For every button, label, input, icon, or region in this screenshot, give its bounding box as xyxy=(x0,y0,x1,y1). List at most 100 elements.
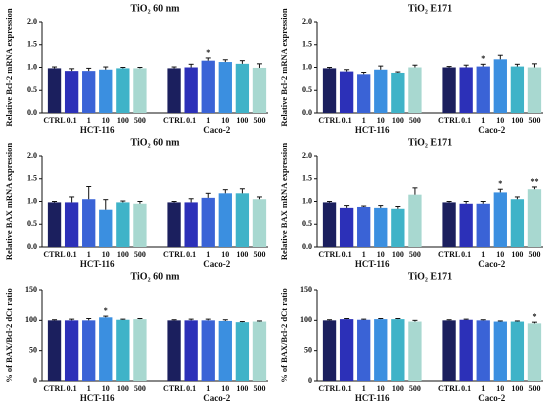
x-tick-label: 0.1 xyxy=(186,250,196,259)
y-tick-label: 1.0 xyxy=(302,196,312,205)
y-tick-label: 0.5 xyxy=(27,219,37,228)
x-tick-label: CTRL xyxy=(438,250,460,259)
y-tick-label: 50 xyxy=(304,345,312,354)
panel-title: TiO₂ E171 xyxy=(408,271,452,282)
x-tick-label: CTRL xyxy=(438,116,460,125)
x-tick-label: 1 xyxy=(362,384,366,393)
x-tick-label: 500 xyxy=(253,384,265,393)
x-tick-label: 500 xyxy=(134,384,146,393)
bar xyxy=(116,68,130,113)
significance: * xyxy=(498,179,502,188)
x-tick-label: 10 xyxy=(377,250,385,259)
x-tick-label: CTRL xyxy=(43,384,65,393)
bar xyxy=(184,320,198,381)
y-tick-label: 150 xyxy=(300,285,312,294)
bar xyxy=(322,202,337,247)
significance: * xyxy=(532,312,536,321)
group-label: Caco-2 xyxy=(203,393,230,402)
y-tick-label: 2.0 xyxy=(302,17,312,26)
x-tick-label: CTRL xyxy=(163,384,185,393)
bar xyxy=(493,321,507,381)
x-tick-label: 1 xyxy=(362,250,366,259)
x-tick-label: CTRL xyxy=(163,116,185,125)
x-tick-label: 10 xyxy=(102,384,110,393)
bar xyxy=(116,319,130,381)
x-tick-label: 0.1 xyxy=(67,116,77,125)
x-tick-label: 500 xyxy=(409,116,421,125)
x-tick-label: 0.1 xyxy=(186,384,196,393)
x-tick-label: CTRL xyxy=(318,250,340,259)
x-tick-label: 500 xyxy=(409,250,421,259)
x-tick-label: 0.1 xyxy=(461,384,471,393)
bar xyxy=(235,322,250,381)
y-tick-label: 0.5 xyxy=(27,85,37,94)
group-label: HCT-116 xyxy=(80,125,115,135)
y-tick-label: 0.0 xyxy=(302,108,312,117)
x-tick-label: 500 xyxy=(528,384,540,393)
bar xyxy=(252,199,267,247)
x-tick-label: 0.1 xyxy=(461,116,471,125)
bar xyxy=(391,208,405,247)
bar xyxy=(64,71,79,113)
bar xyxy=(133,203,147,247)
y-tick-label: 1.5 xyxy=(27,174,37,183)
bar xyxy=(357,74,371,113)
group-label: HCT-116 xyxy=(80,393,115,402)
bar xyxy=(442,67,456,113)
y-tick-label: 1.0 xyxy=(27,196,37,205)
y-tick-label: 1.5 xyxy=(302,174,312,183)
x-tick-label: 0.1 xyxy=(186,116,196,125)
group-label: HCT-116 xyxy=(355,125,390,135)
bar xyxy=(201,197,215,247)
bar xyxy=(47,202,62,247)
x-tick-label: 0.1 xyxy=(461,250,471,259)
y-axis-label: Relative BAX mRNA expression xyxy=(4,143,14,260)
y-tick-label: 0.5 xyxy=(302,219,312,228)
group-label: Caco-2 xyxy=(203,125,230,135)
panel-title: TiO₂ E171 xyxy=(408,3,452,14)
x-tick-label: 10 xyxy=(496,250,504,259)
bar xyxy=(459,203,473,247)
bar xyxy=(408,194,422,247)
x-tick-label: 0.1 xyxy=(342,384,352,393)
x-tick-label: 10 xyxy=(102,250,110,259)
bar xyxy=(218,62,232,113)
bar xyxy=(510,321,525,381)
y-axis-label: Relative BAX mRNA expression xyxy=(279,143,289,260)
y-tick-label: 0.0 xyxy=(27,108,37,117)
bar xyxy=(252,321,267,381)
bar xyxy=(493,192,507,247)
x-tick-label: 1 xyxy=(87,384,91,393)
x-tick-label: 500 xyxy=(528,250,540,259)
x-tick-label: 1 xyxy=(87,250,91,259)
y-tick-label: 1.5 xyxy=(27,40,37,49)
bar xyxy=(133,68,147,113)
x-tick-label: 10 xyxy=(496,116,504,125)
x-tick-label: 10 xyxy=(221,250,229,259)
bar xyxy=(527,189,542,247)
x-tick-label: CTRL xyxy=(318,384,340,393)
bar xyxy=(476,320,490,381)
y-tick-label: 0 xyxy=(308,376,312,385)
bar xyxy=(64,202,79,247)
bar xyxy=(167,202,181,247)
bar xyxy=(408,67,422,113)
x-tick-label: 10 xyxy=(221,384,229,393)
y-tick-label: 0 xyxy=(33,376,37,385)
y-tick-label: 1.5 xyxy=(302,40,312,49)
panel-title: TiO₂ 60 nm xyxy=(131,271,181,282)
bar xyxy=(357,319,371,381)
x-tick-label: 100 xyxy=(117,116,129,125)
x-tick-label: 1 xyxy=(481,250,485,259)
bar xyxy=(527,323,542,381)
y-tick-label: 100 xyxy=(300,315,312,324)
y-tick-label: 0.5 xyxy=(302,85,312,94)
bar xyxy=(476,66,490,113)
x-tick-label: 100 xyxy=(236,250,248,259)
y-tick-label: 2.0 xyxy=(27,151,37,160)
panel-title: TiO₂ 60 nm xyxy=(131,3,181,14)
y-tick-label: 1.0 xyxy=(27,62,37,71)
x-tick-label: 500 xyxy=(253,116,265,125)
bar xyxy=(527,67,542,113)
x-tick-label: 100 xyxy=(511,116,523,125)
